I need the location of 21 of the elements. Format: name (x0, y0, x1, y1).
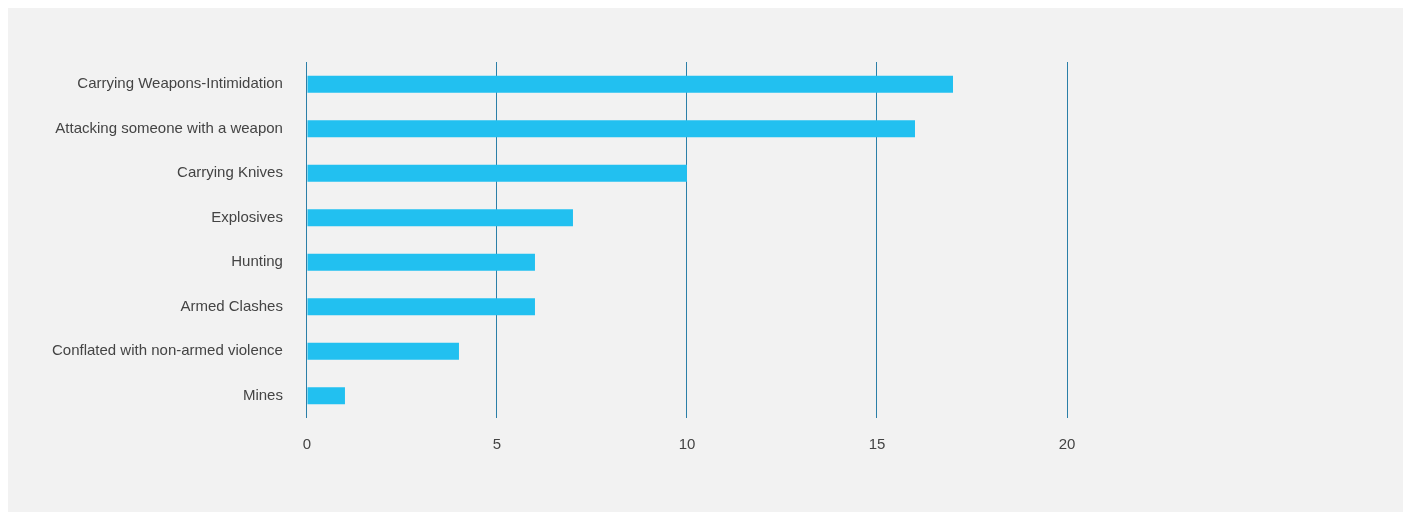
y-tick-label: Explosives (211, 207, 283, 225)
bar (307, 209, 573, 227)
y-tick-label: Hunting (231, 252, 283, 270)
y-tick-label: Carrying Knives (177, 163, 283, 181)
x-tick-label: 10 (678, 435, 696, 453)
y-tick-label: Carrying Weapons-Intimidation (77, 74, 283, 92)
y-tick-label: Conflated with non-armed violence (51, 341, 283, 359)
y-tick-label: Mines (242, 385, 283, 403)
y-tick-label: Attacking someone with a weapon (55, 118, 283, 136)
x-tick-label: 0 (302, 435, 312, 453)
x-tick-label: 20 (1058, 435, 1076, 453)
bar (307, 298, 535, 316)
y-tick-label: Armed Clashes (180, 296, 283, 314)
bar (307, 120, 915, 138)
bar (307, 164, 687, 182)
bar (307, 342, 459, 360)
x-tick-label: 15 (868, 435, 886, 453)
x-tick-label: 5 (492, 435, 502, 453)
bar (307, 75, 953, 93)
bar (307, 387, 345, 405)
bar (307, 253, 535, 271)
